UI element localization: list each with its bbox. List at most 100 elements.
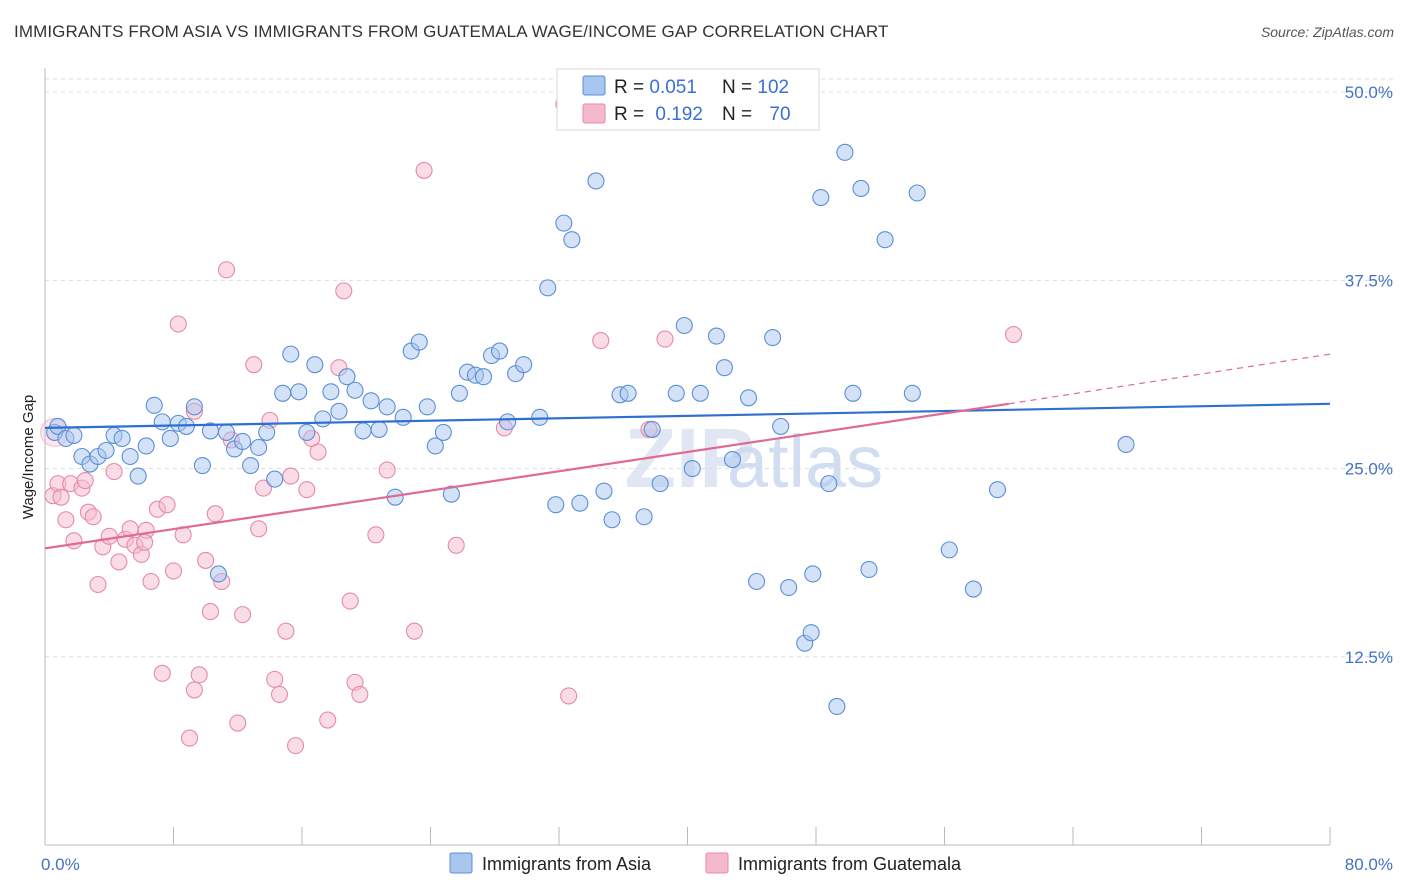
asia-point <box>434 423 452 441</box>
asia-point <box>908 184 926 202</box>
axes <box>44 68 1331 846</box>
asia-point <box>209 565 228 583</box>
guatemala-point <box>335 282 353 300</box>
guatemala-point <box>52 488 70 506</box>
guatemala-point <box>405 622 423 640</box>
y-tick-label: 50.0% <box>1345 83 1393 102</box>
asia-point <box>153 413 171 431</box>
guatemala-point <box>76 472 94 490</box>
asia-point <box>217 423 236 441</box>
guatemala-point <box>142 572 160 591</box>
guatemala-point <box>245 356 263 374</box>
asia-point <box>707 327 725 345</box>
asia-point <box>282 345 300 363</box>
x-tick-label-max: 80.0% <box>1345 855 1393 874</box>
asia-point <box>418 398 436 416</box>
bottom-legend-swatch-asia <box>449 852 473 874</box>
asia-point <box>322 383 340 401</box>
asia-point <box>675 316 693 335</box>
asia-point <box>828 697 846 716</box>
legend-swatch-asia <box>582 75 606 96</box>
guatemala-point <box>206 505 224 523</box>
legend-n-label-asia: N = <box>722 77 757 98</box>
asia-point <box>603 511 621 529</box>
guatemala-point <box>158 496 176 514</box>
asia-point <box>691 384 709 402</box>
y-axis-label: Wage/Income Gap <box>20 395 37 520</box>
guatemala-point <box>367 526 385 544</box>
guatemala-trend-line <box>44 402 1009 550</box>
asia-point <box>748 572 766 591</box>
asia-point <box>651 475 669 493</box>
guatemala-point <box>1005 325 1023 344</box>
asia-point <box>723 450 742 469</box>
asia-point <box>185 398 203 416</box>
asia-point <box>964 580 982 598</box>
asia-point <box>97 441 115 460</box>
asia-point <box>844 384 862 402</box>
series-legend: Immigrants from Asia Immigrants from Gua… <box>449 852 962 874</box>
asia-point <box>571 494 589 512</box>
asia-point <box>370 420 388 438</box>
asia-point <box>129 467 147 485</box>
guatemala-point <box>254 479 273 497</box>
asia-point <box>354 422 372 440</box>
guatemala-point <box>181 729 199 747</box>
asia-point <box>121 447 139 466</box>
asia-point <box>772 417 790 435</box>
asia-point <box>290 383 308 401</box>
asia-point <box>450 384 468 402</box>
guatemala-point <box>100 527 118 545</box>
asia-point <box>491 342 509 360</box>
asia-point <box>555 214 573 232</box>
bottom-legend-label-guatemala: Immigrants from Guatemala <box>738 854 962 874</box>
legend-n-value-asia: 102 <box>757 77 789 98</box>
asia-point <box>587 172 605 190</box>
guatemala-point <box>309 443 327 461</box>
guatemala-point <box>270 685 289 703</box>
svg-text:N = 70: N = 70 <box>722 104 791 125</box>
asia-point <box>298 423 316 441</box>
asia-point <box>145 396 163 414</box>
legend-swatch-guatemala <box>582 103 606 124</box>
asia-point <box>802 624 820 642</box>
guatemala-trend-extension <box>1008 353 1331 405</box>
asia-point <box>161 429 179 447</box>
asia-point <box>338 368 356 386</box>
guatemala-point <box>560 687 578 705</box>
guatemala-point <box>351 685 369 703</box>
legend-n-label-guatemala: N = <box>722 104 757 125</box>
guatemala-point <box>185 681 203 699</box>
asia-point <box>852 179 870 198</box>
bottom-legend-label-asia: Immigrants from Asia <box>482 854 652 874</box>
guatemala-point <box>105 463 123 481</box>
asia-point <box>739 389 758 407</box>
asia-point <box>635 508 653 526</box>
guatemala-point <box>592 332 610 350</box>
asia-point <box>137 437 155 455</box>
svg-text:N = 102: N = 102 <box>722 77 789 98</box>
y-tick-label: 25.0% <box>1345 460 1393 479</box>
asia-point <box>499 413 517 431</box>
guatemala-point <box>250 520 268 538</box>
guatemala-point <box>287 737 305 755</box>
asia-point <box>113 429 131 447</box>
asia-point <box>988 481 1007 499</box>
guatemala-point <box>341 592 359 610</box>
y-tick-label: 12.5% <box>1345 648 1393 667</box>
asia-point <box>715 359 733 377</box>
asia-point <box>330 402 348 420</box>
asia-point <box>820 475 838 493</box>
asia-point <box>563 231 581 249</box>
y-tick-label: 37.5% <box>1345 271 1393 290</box>
asia-point <box>539 279 557 297</box>
asia-point <box>836 143 854 161</box>
guatemala-point <box>447 536 465 554</box>
guatemala-point <box>89 575 107 594</box>
guatemala-point <box>153 664 171 682</box>
asia-point <box>65 426 83 444</box>
asia-point <box>378 398 396 416</box>
watermark-atlas: atlas <box>727 420 883 503</box>
asia-point <box>442 485 460 503</box>
asia-point <box>49 417 67 435</box>
